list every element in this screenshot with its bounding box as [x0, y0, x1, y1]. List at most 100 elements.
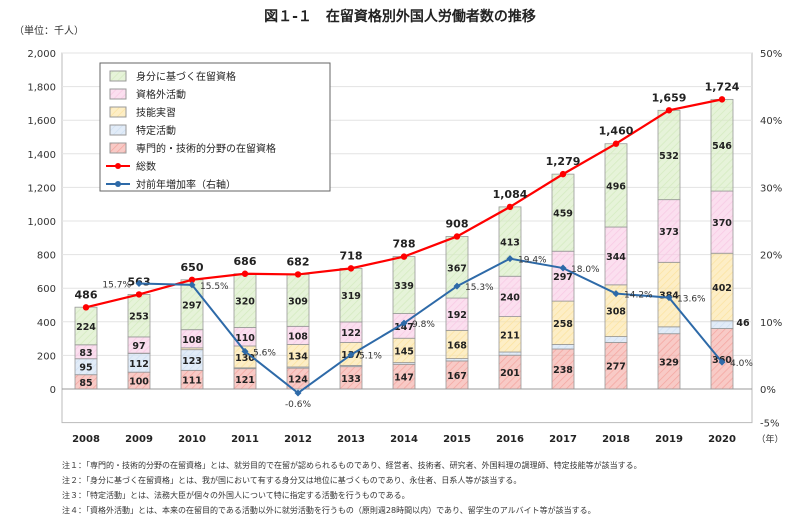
y2-tick-label: 10%: [760, 318, 782, 329]
segment-label: 100: [129, 377, 149, 388]
x-tick-label: 2014: [390, 434, 418, 445]
total-point: [718, 96, 726, 103]
segment-label: 108: [182, 335, 202, 346]
segment-label: 297: [182, 301, 202, 312]
segment-label: 309: [288, 296, 308, 307]
total-point: [135, 291, 143, 298]
growth-point: [241, 347, 249, 355]
y-tick-label: 2,000: [27, 49, 56, 60]
segment-label: 133: [341, 374, 361, 385]
x-tick-label: 2009: [125, 434, 153, 445]
y-tick-label: 600: [37, 284, 56, 295]
x-axis-suffix: （年）: [756, 433, 783, 445]
note-2: 注２：「身分に基づく在留資格」とは、我が国において有する身分又は地位に基づくもの…: [62, 476, 522, 485]
growth-point: [559, 264, 567, 272]
segment-label: 413: [500, 238, 520, 249]
segment-label: 147: [394, 322, 414, 333]
segment-label: 320: [235, 297, 255, 308]
y-tick-label: 1,600: [27, 116, 56, 127]
total-point: [347, 265, 355, 272]
segment-label: 224: [76, 322, 96, 333]
legend-swatch: [109, 142, 127, 154]
legend-swatch: [109, 106, 127, 118]
segment-label: 253: [129, 312, 149, 323]
segment-label: 297: [553, 272, 573, 283]
segment-label: 124: [288, 375, 308, 386]
growth-label: 15.5%: [200, 282, 229, 292]
note-3: 注３：「特定活動」とは、法務大臣が個々の外国人について特に指定する活動を行うもの…: [62, 491, 410, 500]
total-point: [241, 270, 249, 277]
y-tick-label: 1,000: [27, 217, 56, 228]
segment-label: 112: [129, 359, 149, 370]
legend-label: 総数: [136, 160, 156, 173]
total-point: [665, 107, 673, 114]
total-point: [612, 140, 620, 147]
legend-marker: [115, 163, 121, 169]
growth-label: 14.2%: [624, 291, 653, 301]
legend-label: 資格外活動: [136, 88, 186, 101]
segment-label: 277: [606, 362, 626, 373]
note-1: 注１：「専門的・技術的分野の在留資格」とは、就労目的で在留が認められるものであり…: [62, 461, 642, 470]
total-label: 1,279: [546, 155, 581, 168]
total-label: 1,084: [493, 188, 528, 201]
y-tick-label: 400: [37, 318, 56, 329]
growth-point: [506, 255, 514, 263]
segment-label: 211: [500, 330, 520, 341]
total-label: 718: [340, 249, 363, 262]
segment-label: 130: [235, 353, 255, 364]
growth-point: [347, 351, 355, 359]
total-point: [294, 271, 302, 278]
total-point: [188, 276, 196, 283]
legend-label: 特定活動: [136, 124, 176, 137]
segment-label: 111: [182, 376, 202, 387]
total-point: [82, 304, 90, 311]
x-tick-label: 2016: [496, 434, 524, 445]
chart-title: 図１-１ 在留資格別外国人労働者数の推移: [264, 9, 536, 25]
unit-label: （単位：千人）: [14, 26, 84, 37]
growth-label: 15.3%: [465, 283, 494, 293]
y2-tick-label: 40%: [760, 116, 782, 127]
growth-point: [612, 290, 620, 298]
total-label: 682: [287, 255, 310, 268]
segment-label: 201: [500, 368, 520, 379]
total-point: [506, 203, 514, 211]
growth-label: 13.6%: [677, 295, 706, 305]
total-label: 650: [181, 261, 204, 274]
total-label: 486: [75, 288, 98, 301]
segment-label: 97: [132, 341, 145, 352]
segment-label: 85: [79, 378, 92, 389]
legend-label: 身分に基づく在留資格: [136, 70, 236, 83]
growth-point: [665, 294, 673, 302]
y-tick-label: 1,400: [27, 150, 56, 161]
growth-label: 19.4%: [518, 256, 547, 266]
chart-svg: 0 200 400 600 800 1,000 1,200 1,400 1,600 1,800 2,…: [27, 49, 783, 445]
growth-label: 4.0%: [730, 359, 753, 369]
segment-label: 95: [79, 363, 92, 374]
bar-segment: [551, 344, 575, 350]
growth-label: 5.6%: [253, 348, 276, 358]
x-tick-label: 2010: [178, 434, 206, 445]
y-tick-label: 1,200: [27, 183, 56, 194]
growth-label: 18.0%: [571, 265, 600, 275]
x-tick-label: 2011: [231, 434, 259, 445]
total-label: 686: [234, 255, 257, 268]
segment-label: 110: [235, 333, 255, 344]
bar-segment: [604, 336, 628, 343]
segment-label: 402: [712, 283, 732, 294]
segment-label: 145: [394, 346, 414, 357]
x-tick-label: 2015: [443, 434, 471, 445]
growth-point: [400, 319, 408, 327]
notes: 注１：「専門的・技術的分野の在留資格」とは、就労目的で在留が認められるものであり…: [62, 458, 642, 518]
segment-label: 238: [553, 365, 573, 376]
x-tick-label: 2019: [655, 434, 683, 445]
legend-swatch: [109, 88, 127, 100]
segment-label: 134: [288, 352, 308, 363]
growth-point: [453, 282, 461, 290]
bar-segment: [498, 351, 522, 356]
total-point: [400, 253, 408, 260]
segment-label: 496: [606, 181, 626, 192]
legend-swatch: [109, 124, 127, 136]
segment-label: 192: [447, 310, 467, 321]
legend-marker: [115, 181, 121, 187]
x-tick-label: 2013: [337, 434, 365, 445]
